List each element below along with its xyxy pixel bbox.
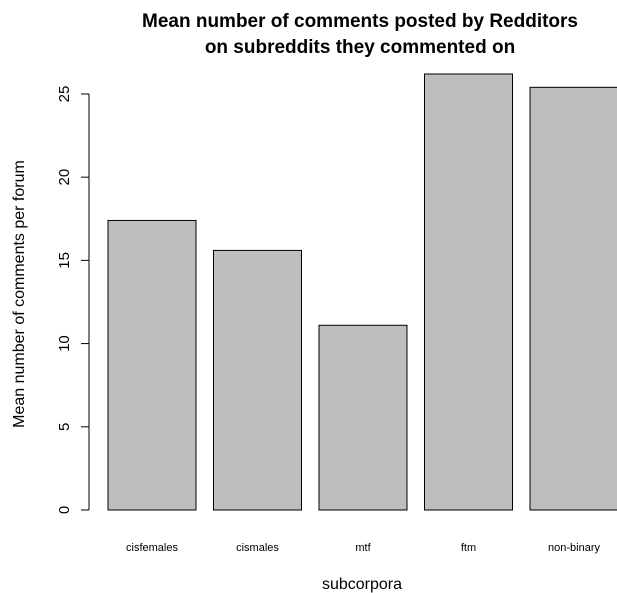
y-tick-label: 20: [56, 169, 73, 186]
bars: [107, 73, 617, 511]
chart-title-line-2: on subreddits they commented on: [205, 37, 515, 58]
y-axis-label: Mean number of comments per forum: [11, 160, 28, 428]
y-tick-label: 5: [56, 423, 73, 431]
y-tick-label: 15: [56, 252, 73, 269]
y-tick-label: 0: [56, 506, 73, 514]
x-category-label: mtf: [355, 542, 371, 554]
x-category-label: cisfemales: [126, 542, 178, 554]
bar-mtf: [318, 324, 408, 511]
x-category-label: non-binary: [548, 542, 600, 554]
y-axis: 0 5 10 15 20 25: [56, 86, 90, 514]
x-category-label: ftm: [461, 542, 476, 554]
chart-title: Mean number of comments posted by Reddit…: [142, 11, 578, 58]
x-category-labels: cisfemales cismales mtf ftm non-binary: [126, 542, 600, 554]
bar-ftm: [424, 73, 513, 511]
bar-cismales: [213, 249, 302, 511]
bar-non-binary: [529, 86, 617, 511]
y-tick-label: 25: [56, 86, 73, 103]
x-axis-label: subcorpora: [322, 576, 402, 593]
y-tick-label: 10: [56, 335, 73, 352]
chart-title-line-1: Mean number of comments posted by Reddit…: [142, 11, 578, 32]
x-category-label: cismales: [236, 542, 279, 554]
bar-cisfemales: [107, 219, 197, 511]
